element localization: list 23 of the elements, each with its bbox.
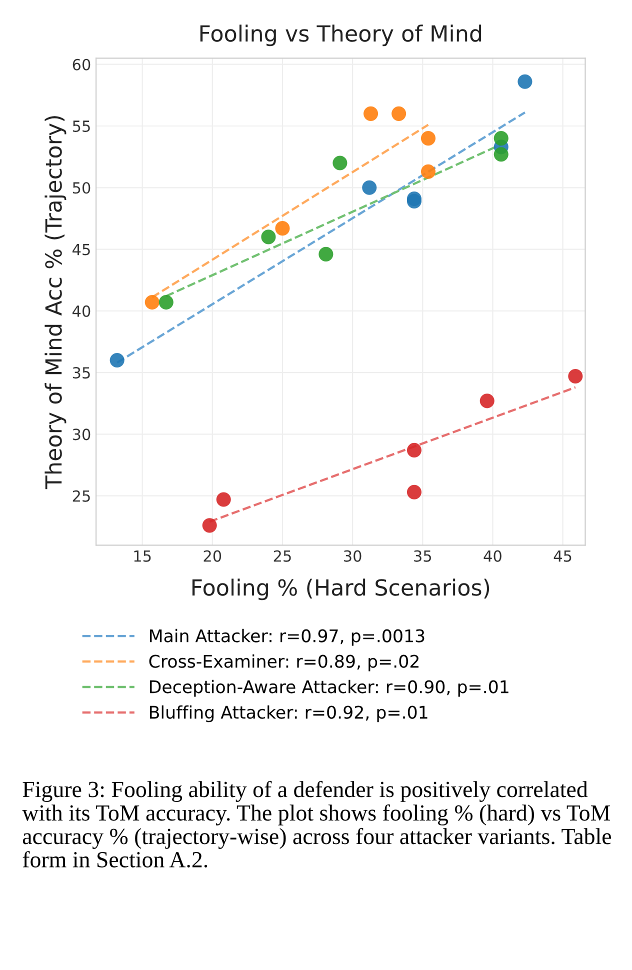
x-tick-label: 25 [274, 550, 291, 562]
y-tick-label: 35 [72, 367, 90, 379]
y-tick-label: 55 [72, 120, 90, 132]
legend-label: Bluffing Attacker: r=0.92, p=.01 [150, 705, 428, 722]
legend-label: Main Attacker: r=0.97, p=.0013 [150, 628, 424, 646]
y-axis-title: Theory of Mind Acc % (Trajectory) [44, 116, 66, 490]
caption: Figure 3: Fooling ability of a defender is positively correlated with its ToM accuracy. The plot shows fooling % (hard) vs ToM accuracy % (trajectory-wise) across four attacker variants. Table form in Section A.2. [22, 780, 612, 868]
x-axis-title: Fooling % (Hard Scenarios) [192, 578, 490, 600]
y-tick-label: 40 [72, 305, 90, 317]
x-tick-label: 30 [344, 550, 362, 562]
legend-label: Cross-Examiner: r=0.89, p=.02 [149, 654, 418, 672]
y-tick-label: 45 [72, 244, 90, 256]
legend-label: Deception-Aware Attacker: r=0.90, p=.01 [150, 680, 508, 697]
x-tick-label: 45 [554, 550, 572, 562]
chart-title: Fooling vs Theory of Mind [200, 24, 482, 46]
y-tick-label: 50 [72, 182, 90, 194]
x-tick-label: 15 [134, 550, 151, 562]
y-tick-label: 60 [72, 58, 90, 70]
x-tick-label: 35 [414, 550, 432, 562]
y-tick-label: 30 [72, 428, 90, 440]
x-tick-label: 40 [484, 550, 502, 562]
y-tick-label: 25 [72, 490, 90, 502]
x-tick-label: 20 [204, 550, 222, 562]
